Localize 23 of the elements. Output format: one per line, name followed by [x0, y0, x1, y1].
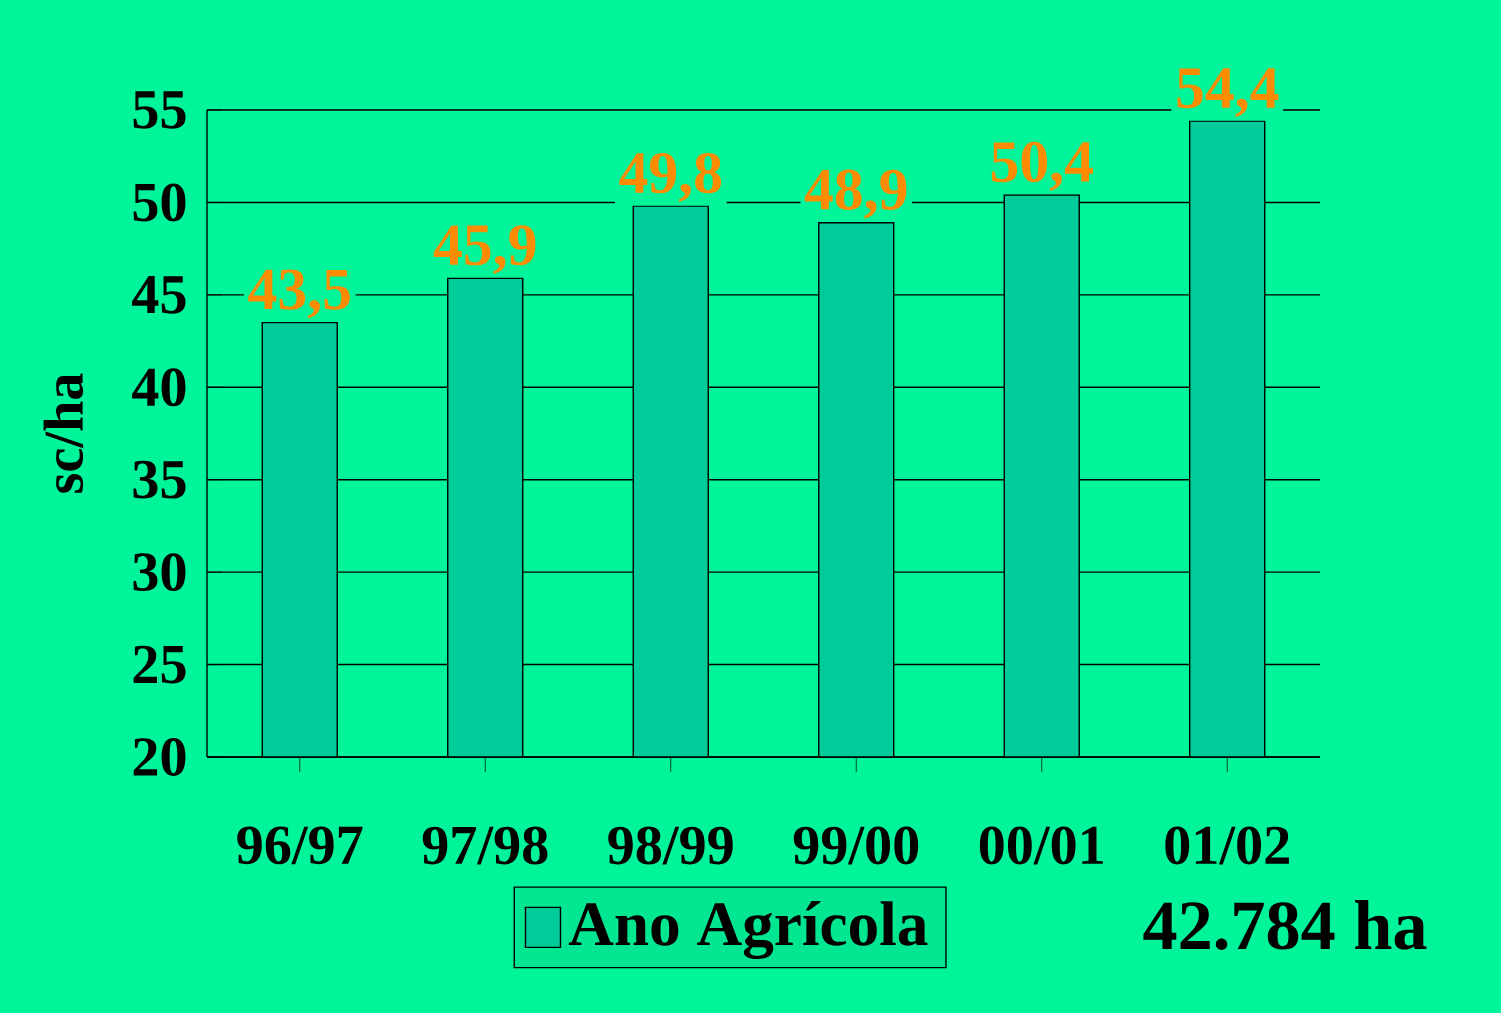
data-label: 48,9	[804, 169, 907, 219]
y-tick-label: 20	[133, 738, 186, 776]
y-tick-label: 25	[133, 645, 186, 684]
legend-label: Ano Agrícola	[568, 901, 928, 960]
data-label: 43,5	[248, 269, 350, 319]
x-tick-label: 99/00	[793, 826, 919, 865]
y-tick-label: 40	[132, 368, 186, 407]
y-axis-title: sc/ha	[43, 373, 84, 493]
data-label: 50,4	[991, 141, 1093, 191]
x-tick-label: 97/98	[422, 826, 548, 865]
x-tick-label: 96/97	[237, 826, 363, 865]
y-tick-label: 50	[133, 183, 186, 222]
data-label: 49,8	[619, 152, 722, 202]
x-tick-label: 01/02	[1165, 826, 1289, 865]
x-tick-label: 00/01	[979, 826, 1103, 865]
y-tick-label: 30	[133, 553, 186, 592]
y-tick-label: 55	[133, 91, 186, 129]
y-tick-label: 45	[132, 276, 186, 314]
y-tick-label: 35	[133, 460, 186, 499]
text: 42.784 ha	[1143, 900, 1427, 950]
data-label: 45,9	[433, 225, 536, 275]
x-tick-label: 98/99	[608, 826, 733, 865]
data-label: 54,4	[1177, 68, 1279, 117]
